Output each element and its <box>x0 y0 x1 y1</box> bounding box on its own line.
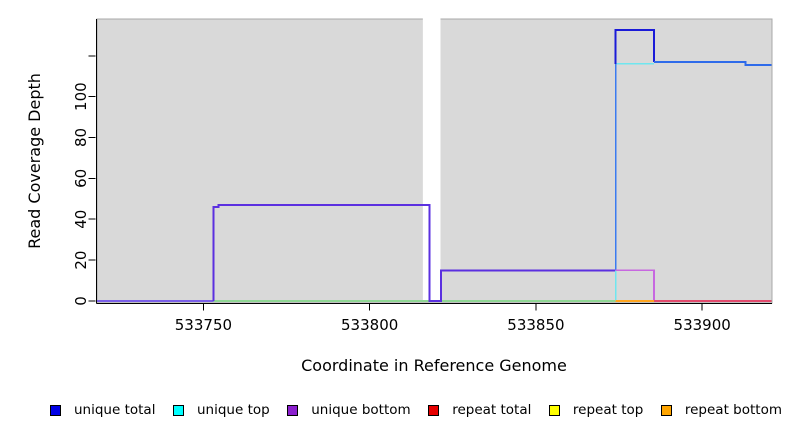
legend-swatch-icon-repeat-total <box>428 404 440 416</box>
legend-swatch-icon-unique-top <box>173 404 184 416</box>
x-axis-title: Coordinate in Reference Genome <box>301 356 567 375</box>
legend-item-unique-total: unique total <box>50 402 155 418</box>
y-tick-label: 80 <box>72 128 90 147</box>
legend-item-unique-top: unique top <box>173 402 270 418</box>
masked-gap-band <box>422 17 441 302</box>
x-tick-label: 533850 <box>507 316 564 334</box>
y-tick-label: 40 <box>72 210 90 229</box>
legend-item-repeat-top: repeat top <box>548 402 644 418</box>
y-tick-label: 100 <box>72 82 90 111</box>
series-unique-total-spike-132 <box>614 29 655 64</box>
legend-item-repeat-total: repeat total <box>428 402 531 418</box>
y-axis-title: Read Coverage Depth <box>25 73 44 249</box>
legend-swatch-icon-repeat-top <box>548 404 560 416</box>
x-tick-label: 533800 <box>341 316 398 334</box>
series-unique-total-level-117-step-115 <box>653 61 772 66</box>
legend-label-unique-total: unique total <box>74 402 156 418</box>
legend-item-unique-bottom: unique bottom <box>287 402 411 418</box>
y-tick-label: 0 <box>72 296 90 306</box>
series-unique-total-and-bottom-plateau-47-then-15 <box>212 203 616 302</box>
series-unique-bottom-level-15-and-fall <box>615 269 655 301</box>
x-tick-label: 533750 <box>175 316 232 334</box>
legend-swatch-icon-repeat-bottom <box>660 404 672 416</box>
y-tick-label: 60 <box>72 169 90 188</box>
legend-label-repeat-top: repeat top <box>572 402 644 418</box>
legend-swatch-icon-unique-bottom <box>287 404 299 416</box>
legend-label-unique-top: unique top <box>197 402 270 418</box>
legend: unique total unique top unique bottom repea… <box>50 399 782 421</box>
x-tick-label: 533900 <box>674 316 731 334</box>
legend-swatch-icon-unique-total <box>50 404 61 416</box>
legend-label-repeat-total: repeat total <box>452 402 532 418</box>
legend-label-repeat-bottom: repeat bottom <box>684 402 782 418</box>
y-tick-label: 20 <box>72 251 90 270</box>
legend-label-unique-bottom: unique bottom <box>311 402 411 418</box>
plot-shapes: 533750 533800 533850 533900 0 20 40 60 80 100 <box>72 17 773 334</box>
legend-item-repeat-bottom: repeat bottom <box>660 402 782 418</box>
